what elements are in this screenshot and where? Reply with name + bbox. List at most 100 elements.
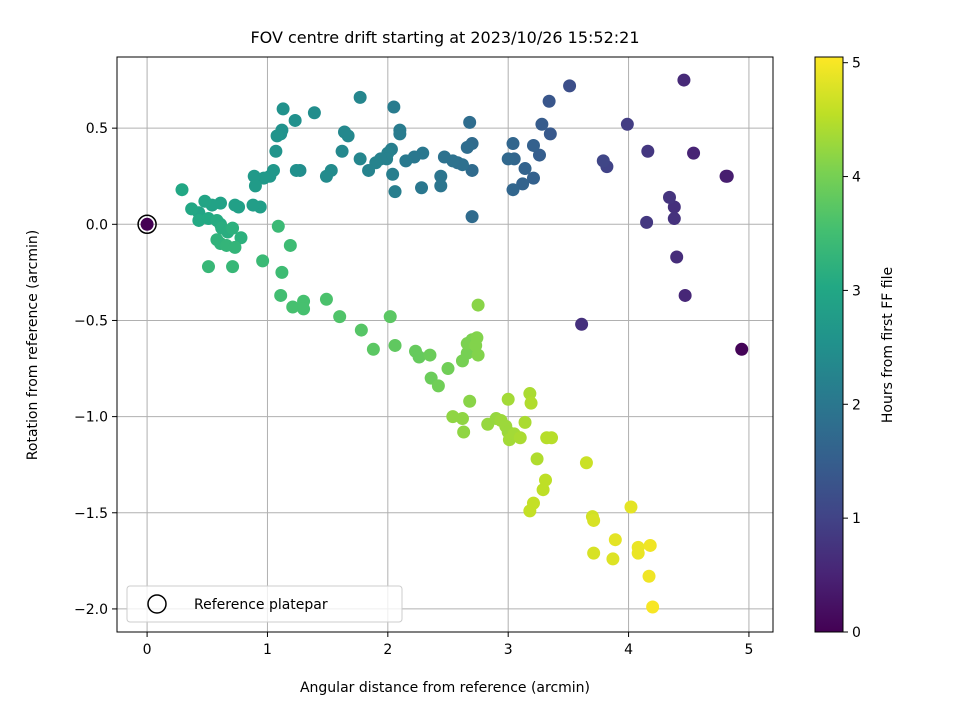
data-point (437, 150, 451, 164)
data-point (526, 138, 540, 152)
data-point (463, 115, 477, 129)
y-tick-label: −1.0 (74, 410, 108, 426)
x-tick-label: 1 (263, 642, 272, 658)
data-point (471, 348, 485, 362)
data-point (446, 410, 460, 424)
plot-frame (116, 56, 774, 633)
x-tick-label: 4 (624, 642, 633, 658)
data-point (545, 431, 559, 445)
data-point (248, 179, 262, 193)
colorbar-label: Hours from first FF file (880, 267, 896, 423)
data-point (353, 90, 367, 104)
data-point (335, 144, 349, 158)
x-tick-label: 5 (744, 642, 753, 658)
data-point (226, 221, 240, 235)
colorbar-tick-label: 1 (852, 511, 861, 527)
data-point (501, 392, 515, 406)
data-point (387, 100, 401, 114)
data-point (246, 198, 260, 212)
data-point (234, 231, 248, 245)
colorbar-tick-label: 3 (852, 283, 861, 299)
colorbar: 0 1 2 3 4 5 Hours from first FF file (814, 56, 896, 641)
data-point (288, 113, 302, 127)
data-point (506, 183, 520, 197)
data-point (319, 292, 333, 306)
data-point (624, 500, 638, 514)
data-point (269, 144, 283, 158)
data-point (192, 213, 206, 227)
data-point (256, 254, 270, 268)
data-point (587, 513, 601, 527)
data-point (678, 288, 692, 302)
data-point (297, 302, 311, 316)
data-point (366, 342, 380, 356)
data-point (257, 171, 271, 185)
data-point (506, 137, 520, 151)
data-point (646, 600, 660, 614)
reference-platepar-point (140, 217, 154, 231)
data-point (640, 215, 654, 229)
data-point (532, 148, 546, 162)
data-point (608, 533, 622, 547)
x-axis-ticks: 0 1 2 3 4 5 (143, 632, 753, 658)
data-point (455, 412, 469, 426)
reference-platepar-marker (137, 214, 157, 235)
data-point (542, 94, 556, 108)
data-point (434, 179, 448, 193)
data-point (460, 346, 474, 360)
data-point (518, 162, 532, 176)
reference-marker-layer (137, 214, 157, 235)
data-point (670, 250, 684, 264)
data-point (423, 348, 437, 362)
data-point (354, 323, 368, 337)
data-point (518, 415, 532, 429)
y-axis-label: Rotation from reference (arcmin) (25, 230, 41, 460)
data-point (286, 300, 300, 314)
y-tick-label: −0.5 (74, 313, 108, 329)
data-point (735, 342, 749, 356)
data-point (606, 552, 620, 566)
data-point (524, 396, 538, 410)
data-point (513, 431, 527, 445)
data-point (667, 212, 681, 226)
data-point (536, 483, 550, 497)
data-point (667, 200, 681, 214)
data-point (434, 169, 448, 183)
data-point (662, 190, 676, 204)
data-point (412, 350, 426, 364)
data-point (596, 154, 610, 168)
data-point (463, 394, 477, 408)
data-point (471, 298, 485, 312)
data-point (441, 362, 455, 376)
x-axis-label: Angular distance from reference (arcmin) (300, 680, 590, 696)
colorbar-tick-label: 4 (852, 170, 861, 186)
data-point (523, 387, 537, 401)
data-point (226, 260, 240, 274)
data-point (337, 125, 351, 139)
data-point (526, 171, 540, 185)
data-point (575, 317, 589, 331)
data-point (353, 152, 367, 166)
data-point (185, 202, 199, 216)
data-point (270, 129, 284, 143)
chart-title: FOV centre drift starting at 2023/10/26 … (250, 28, 639, 47)
data-point (563, 79, 577, 93)
data-point (307, 106, 321, 120)
data-point (631, 546, 645, 560)
legend-box (126, 585, 403, 623)
data-point (641, 144, 655, 158)
data-point (319, 169, 333, 183)
data-point (643, 538, 657, 552)
data-point (470, 331, 484, 345)
data-point (175, 183, 189, 197)
data-point (276, 102, 290, 116)
data-point (516, 177, 530, 191)
data-point (201, 260, 215, 274)
data-point (543, 127, 557, 141)
legend-label-reference: Reference platepar (194, 597, 328, 613)
colorbar-gradient (814, 56, 844, 633)
data-point (620, 117, 634, 131)
data-point (530, 452, 544, 466)
data-points (175, 73, 749, 614)
